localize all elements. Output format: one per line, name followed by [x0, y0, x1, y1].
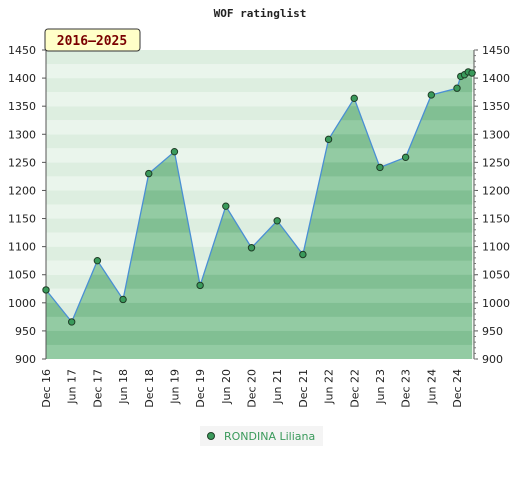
x-tick-label: Jun 17 — [66, 369, 79, 405]
y-tick-label-left: 1100 — [8, 241, 36, 254]
plot-band — [46, 92, 474, 107]
data-point — [145, 169, 153, 178]
x-tick-label: Jun 20 — [220, 369, 233, 405]
y-tick-label-right: 1100 — [482, 241, 510, 254]
area-band — [46, 274, 472, 289]
data-point — [42, 286, 50, 294]
y-tick-label-left: 950 — [15, 325, 36, 338]
plot-band — [46, 120, 474, 135]
plot-band — [46, 64, 474, 79]
data-point — [427, 91, 436, 99]
data-point — [468, 69, 476, 77]
x-tick-label: Dec 24 — [451, 369, 464, 408]
x-tick-label: Jun 22 — [323, 369, 336, 405]
legend-label: RONDINA Liliana — [224, 430, 315, 443]
y-tick-label-right: 1000 — [482, 297, 510, 310]
y-tick-label-right: 1150 — [482, 213, 510, 226]
y-tick-label-right: 900 — [482, 353, 503, 366]
area-band — [46, 246, 472, 261]
y-tick-label-right: 950 — [482, 325, 503, 338]
x-tick-label: Dec 20 — [246, 369, 259, 408]
series-area — [46, 71, 472, 359]
x-tick-label: Dec 21 — [297, 369, 310, 408]
data-point — [376, 163, 384, 172]
y-tick-label-left: 1350 — [8, 100, 36, 113]
y-tick-label-left: 1200 — [8, 184, 36, 197]
x-tick-label: Jun 18 — [117, 369, 130, 405]
y-tick-label-left: 1050 — [8, 269, 36, 282]
x-tick-label: Jun 19 — [168, 369, 181, 405]
area-band — [46, 302, 472, 317]
y-tick-label-left: 1300 — [8, 128, 36, 141]
x-tick-label: Dec 16 — [40, 369, 53, 408]
y-tick-label-left: 1150 — [8, 213, 36, 226]
y-tick-label-left: 1400 — [8, 72, 36, 85]
y-tick-label-right: 1250 — [482, 156, 510, 169]
y-tick-label-left: 900 — [15, 353, 36, 366]
x-tick-label: Dec 23 — [400, 369, 413, 408]
y-tick-label-right: 1450 — [482, 44, 510, 57]
data-point — [324, 135, 333, 144]
chart-title: WOF ratinglist — [214, 7, 307, 20]
y-tick-label-right: 1350 — [482, 100, 510, 113]
range-badge-label: 2016–2025 — [57, 34, 127, 49]
legend: RONDINA Liliana — [200, 426, 323, 446]
data-point — [93, 256, 102, 265]
x-tick-label: Jun 24 — [425, 369, 438, 405]
x-tick-label: Dec 17 — [91, 369, 104, 408]
plot-band — [46, 106, 474, 121]
y-tick-label-right: 1300 — [482, 128, 510, 141]
data-point — [273, 217, 281, 225]
data-point — [67, 318, 76, 326]
x-tick-label: Dec 19 — [194, 369, 207, 408]
data-point — [299, 250, 307, 259]
data-point — [453, 84, 461, 92]
area-band — [46, 330, 472, 345]
x-tick-label: Dec 18 — [143, 369, 156, 408]
y-tick-label-right: 1400 — [482, 72, 510, 85]
data-point — [170, 147, 179, 156]
x-tick-label: Dec 22 — [348, 369, 361, 408]
data-point — [196, 281, 204, 290]
data-point — [350, 94, 358, 103]
y-tick-label-right: 1050 — [482, 269, 510, 282]
data-point — [401, 153, 410, 162]
data-point — [119, 295, 127, 304]
y-tick-label-left: 1450 — [8, 44, 36, 57]
plot-band — [46, 78, 474, 93]
y-tick-label-left: 1250 — [8, 156, 36, 169]
range-badge: 2016–2025 — [44, 28, 141, 52]
x-tick-label: Jun 21 — [271, 369, 284, 405]
y-tick-label-right: 1200 — [482, 184, 510, 197]
data-point — [247, 244, 256, 252]
y-tick-label-left: 1000 — [8, 297, 36, 310]
plot-band — [46, 50, 474, 65]
x-tick-label: Jun 23 — [374, 369, 387, 405]
data-point — [222, 202, 230, 210]
legend-marker — [207, 432, 215, 440]
